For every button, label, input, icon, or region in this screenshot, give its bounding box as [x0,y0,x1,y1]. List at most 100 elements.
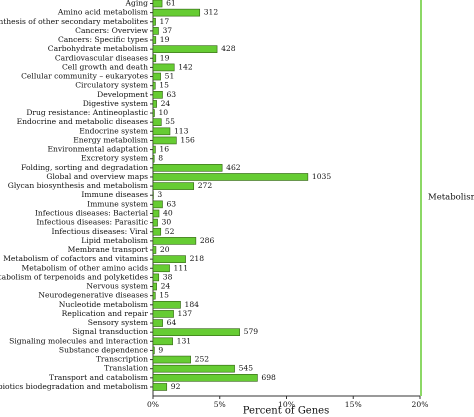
bar-label: 19 [160,35,170,44]
bar [152,237,197,245]
bar [152,209,160,218]
bar-label: 19 [160,53,170,62]
bar-label: 40 [163,208,173,217]
bar [152,200,163,209]
bar-label: 252 [195,355,210,364]
bar [152,227,162,236]
bar-label: 8 [158,154,163,163]
bar-label: 156 [180,135,195,144]
y-tick-label: Immune system [87,199,148,208]
bar-label: 17 [160,17,170,26]
bar [152,300,181,309]
bar [152,355,191,364]
y-tick-label: Nervous system [86,282,148,291]
bar-label: 10 [158,108,168,117]
y-tick-label: Drug resistance: Antineoplastic [26,108,148,117]
bar-label: 137 [178,309,193,318]
bar [152,17,156,26]
bar-label: 51 [165,72,175,81]
bar [152,383,168,391]
y-tick-label: Xenobiotics biodegradation and metabolis… [0,382,148,391]
bar [152,282,157,291]
bar-label: 55 [165,117,175,126]
bar-label: 30 [162,218,172,227]
y-tick-label: Infectious diseases: Parasitic [36,218,148,227]
y-tick-label: Cellular community – eukaryotes [21,72,148,81]
bar [152,337,173,346]
x-tick-label: 10% [278,400,295,409]
bar [152,246,157,254]
bar [152,27,159,35]
bar [152,173,309,181]
bar [152,109,155,117]
bar-label: 142 [178,62,193,71]
y-tick-label: Carbohydrate metabolism [48,44,148,53]
bar-label: 37 [162,26,172,35]
y-tick-label: Metabolism of cofactors and vitamins [3,254,148,263]
bar-label: 462 [226,163,241,172]
bar [152,273,160,282]
bar-label: 24 [161,282,171,291]
bar [152,145,156,154]
x-tick-label: 0% [147,400,159,409]
y-tick-label: Cell growth and death [62,62,148,71]
bar [152,310,174,318]
y-tick-label: Aging [124,0,148,8]
x-tick-label: 15% [345,400,362,409]
bar [152,182,195,190]
x-axis-label: Percent of Genes [243,406,329,417]
bar-label: 3 [157,190,162,199]
bar [152,0,163,8]
bar [152,218,158,227]
group-label: Metabolism [428,193,474,203]
y-tick-label: Metabolism of other amino acids [22,263,149,272]
bar-label: 15 [159,81,169,90]
y-tick-label: Metabolism of terpenoids and polyketides [0,272,148,281]
y-tick-label: Infectious diseases: Bacterial [35,208,149,217]
bar [152,72,161,81]
bar-label: 1035 [312,172,331,181]
bar-label: 20 [160,245,170,254]
bar-label: 63 [166,90,176,99]
y-tick-label: Lipid metabolism [81,236,148,245]
bar [152,127,171,136]
bar-label: 698 [261,373,276,382]
bar [152,291,156,300]
bar-label: 63 [166,199,176,208]
bar-label: 61 [166,0,176,8]
y-tick-label: Cancers: Specific types [58,35,148,44]
bar [152,91,163,99]
y-tick-label: Glycan biosynthesis and metabolism [8,181,148,190]
bar-label: 24 [161,99,171,108]
bar [152,255,186,263]
y-tick-label: Global and overview maps [46,172,148,181]
y-tick-label: Signal transduction [72,327,148,336]
y-tick-label: Replication and repair [62,309,149,318]
y-tick-label: Membrane transport [68,245,148,254]
y-tick-label: Transport and catabolism [49,373,148,382]
bar [152,364,235,373]
y-tick-label: Translation [104,364,148,373]
y-tick-label: Signaling molecules and interaction [9,336,148,345]
bar-label: 545 [239,364,254,373]
bar-label: 312 [204,8,219,17]
y-tick-label: Development [97,90,148,99]
y-tick-label: Nucleotide metabolism [59,300,148,309]
y-tick-label: Cancers: Overview [75,26,148,35]
y-tick-label: Transcription [96,355,148,364]
y-tick-label: Circulatory system [75,81,148,90]
bar-label: 64 [167,318,177,327]
bar-label: 579 [244,327,259,336]
bar [152,346,155,355]
y-tick-label: Substance dependence [59,345,149,354]
x-tick-label: 5% [214,400,226,409]
bar [152,118,162,126]
y-tick-label: Infectious diseases: Viral [51,227,148,236]
bar-label: 131 [177,336,192,345]
bar [152,136,177,145]
bar-label: 16 [159,145,169,154]
y-tick-label: Cardiovascular diseases [55,53,148,62]
bar [152,45,218,53]
bar [152,63,175,72]
